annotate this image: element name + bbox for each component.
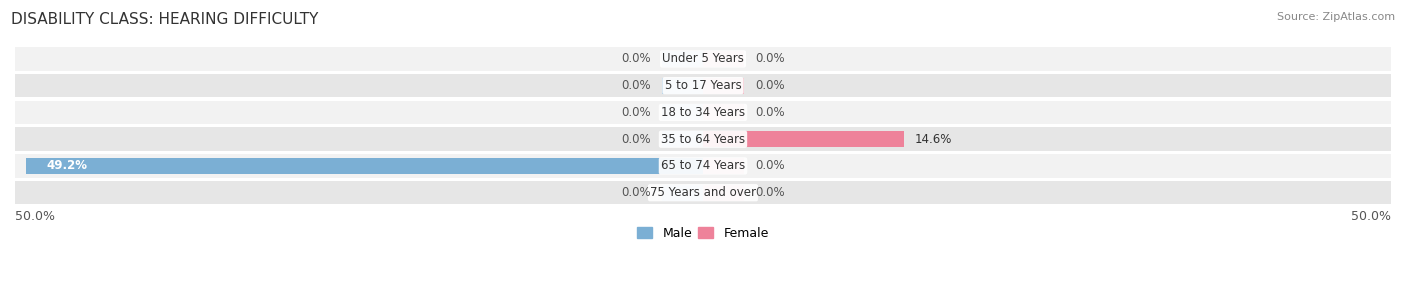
Text: 65 to 74 Years: 65 to 74 Years	[661, 160, 745, 172]
Text: 0.0%: 0.0%	[621, 106, 651, 119]
Bar	[703, 158, 744, 174]
Text: 0.0%: 0.0%	[755, 79, 785, 92]
Text: 50.0%: 50.0%	[15, 210, 55, 223]
Text: 18 to 34 Years: 18 to 34 Years	[661, 106, 745, 119]
Text: 0.0%: 0.0%	[621, 52, 651, 65]
Bar	[662, 77, 703, 94]
Bar	[703, 185, 744, 201]
Text: 0.0%: 0.0%	[755, 106, 785, 119]
Bar	[662, 131, 703, 147]
Bar	[25, 158, 703, 174]
Bar	[15, 181, 1391, 204]
Text: 0.0%: 0.0%	[621, 133, 651, 146]
Text: 0.0%: 0.0%	[755, 52, 785, 65]
Bar	[15, 101, 1391, 124]
Text: 0.0%: 0.0%	[755, 160, 785, 172]
Bar	[662, 51, 703, 67]
Bar	[15, 154, 1391, 178]
Bar	[15, 127, 1391, 151]
Bar	[662, 104, 703, 120]
Text: Under 5 Years: Under 5 Years	[662, 52, 744, 65]
Bar	[703, 131, 904, 147]
Bar	[703, 104, 744, 120]
Bar	[703, 51, 744, 67]
Text: 14.6%: 14.6%	[915, 133, 952, 146]
Text: 0.0%: 0.0%	[621, 79, 651, 92]
Bar	[662, 185, 703, 201]
Text: 35 to 64 Years: 35 to 64 Years	[661, 133, 745, 146]
Bar	[703, 77, 744, 94]
Text: Source: ZipAtlas.com: Source: ZipAtlas.com	[1277, 12, 1395, 22]
Text: 0.0%: 0.0%	[755, 186, 785, 199]
Text: 49.2%: 49.2%	[46, 160, 87, 172]
Legend: Male, Female: Male, Female	[633, 222, 773, 245]
Text: 5 to 17 Years: 5 to 17 Years	[665, 79, 741, 92]
Text: DISABILITY CLASS: HEARING DIFFICULTY: DISABILITY CLASS: HEARING DIFFICULTY	[11, 12, 319, 27]
Text: 50.0%: 50.0%	[1351, 210, 1391, 223]
Text: 0.0%: 0.0%	[621, 186, 651, 199]
Bar	[15, 74, 1391, 97]
Bar	[15, 47, 1391, 71]
Text: 75 Years and over: 75 Years and over	[650, 186, 756, 199]
